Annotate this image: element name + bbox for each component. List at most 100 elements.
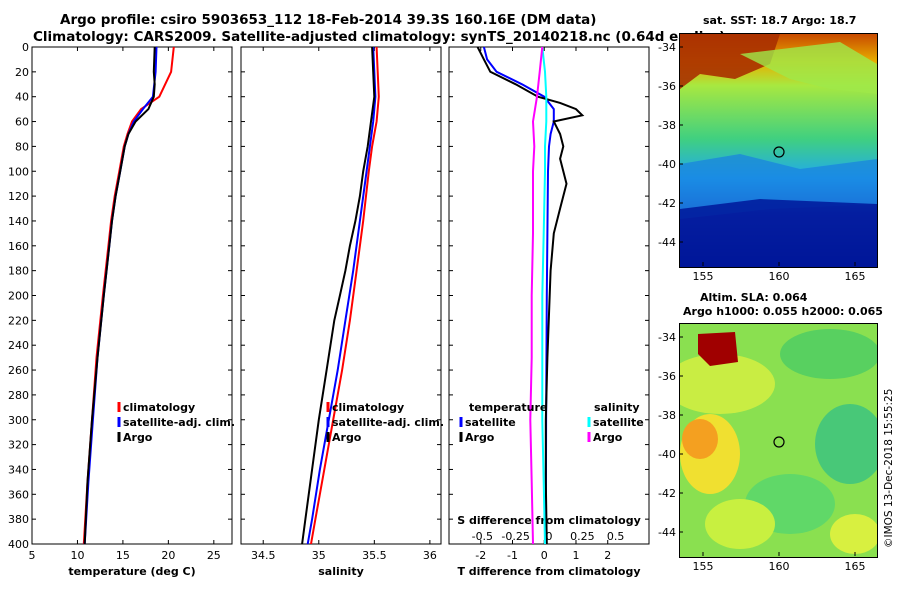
y-tick-label: 0	[22, 41, 29, 54]
sla-map-graphic	[680, 324, 877, 557]
map-x-tick-label: 165	[845, 270, 866, 283]
x-axis-label: salinity	[318, 565, 364, 578]
sla-map-title-1: Altim. SLA: 0.064	[700, 291, 808, 304]
x-tick-label-2: 0.5	[607, 530, 625, 543]
series-t-satellite	[482, 46, 555, 545]
legend-diff-sal-title: salinity	[594, 401, 640, 414]
map-y-tick-label: -40	[658, 158, 676, 171]
sst-map-graphic	[680, 34, 877, 267]
x-tick-label: 10	[70, 549, 84, 562]
x-tick-label: 1	[572, 549, 579, 562]
y-tick-label: 340	[8, 463, 29, 476]
map-y-tick-label: -38	[658, 409, 676, 422]
y-tick-label: 320	[8, 439, 29, 452]
x-tick-label-2: 0	[546, 530, 553, 543]
x-axis-label: T difference from climatology	[457, 565, 640, 578]
y-tick-label: 200	[8, 290, 29, 303]
x-tick-label: 5	[29, 549, 36, 562]
y-tick-label: 300	[8, 414, 29, 427]
y-tick-label: 100	[8, 165, 29, 178]
legend-salinity: climatology satellite-adj. clim. Argo	[326, 401, 444, 444]
sst-map-axes: 155 160 165 -34 -36 -38 -40 -42 -44	[658, 41, 866, 283]
y-tick-label: 40	[15, 91, 29, 104]
y-tick-label: 260	[8, 364, 29, 377]
title-line-1: Argo profile: csiro 5903653_112 18-Feb-2…	[60, 12, 597, 28]
series-climatology	[82, 46, 175, 545]
legend-difference: temperature salinity satellite Argo satellit…	[459, 401, 644, 444]
legend-diff-s-sat-label: satellite	[593, 416, 644, 429]
y-tick-label: 60	[15, 116, 29, 129]
series-climatology	[310, 46, 380, 545]
y-tick-label: 160	[8, 240, 29, 253]
y-tick-label: 400	[8, 538, 29, 551]
map-y-tick-label: -42	[658, 197, 676, 210]
series-satellite-adj-clim-	[306, 46, 377, 545]
map-y-tick-label: -34	[658, 41, 676, 54]
legend-temp-2-label: Argo	[123, 431, 153, 444]
sla-map	[679, 323, 878, 558]
legend-temperature: climatology satellite-adj. clim. Argo	[117, 401, 235, 444]
panel-difference: -2 -1 0 1 2 T difference from climatology S di…	[448, 46, 650, 578]
map-x-tick-label: 160	[769, 270, 790, 283]
map-x-tick-label: 155	[693, 560, 714, 573]
series-t-argo	[476, 46, 585, 545]
series-argo	[301, 46, 376, 545]
x-tick-label: -1	[507, 549, 518, 562]
map-x-tick-label: 155	[693, 270, 714, 283]
x-tick-label: 35.5	[362, 549, 387, 562]
map-x-tick-label: 165	[845, 560, 866, 573]
legend-sal-1-label: satellite-adj. clim.	[332, 416, 444, 429]
legend-temp-1-label: satellite-adj. clim.	[123, 416, 235, 429]
legend-sal-0-label: climatology	[332, 401, 404, 414]
profile-charts: 0204060801001201401601802002202402602803…	[8, 41, 650, 578]
series-argo	[83, 46, 156, 545]
x-tick-label-2: -0.5	[472, 530, 493, 543]
map-x-tick-label: 160	[769, 560, 790, 573]
series-s-satellite	[541, 46, 548, 545]
sst-map-title: sat. SST: 18.7 Argo: 18.7	[703, 14, 857, 27]
map-y-tick-label: -44	[658, 236, 676, 249]
legend-diff-t-sat-label: satellite	[465, 416, 516, 429]
series-satellite-adj-clim-	[83, 46, 158, 545]
y-tick-label: 240	[8, 339, 29, 352]
sst-map	[679, 33, 878, 268]
map-y-tick-label: -34	[658, 331, 676, 344]
y-tick-label: 80	[15, 140, 29, 153]
legend-diff-s-argo-label: Argo	[593, 431, 623, 444]
y-tick-label: 360	[8, 488, 29, 501]
legend-temp-0-label: climatology	[123, 401, 195, 414]
legend-sal-2-label: Argo	[332, 431, 362, 444]
x-tick-label: 20	[161, 549, 175, 562]
panel-temperature: 0 20 40 60 80 100 120 140 160 180 200 220 240 260 280 3…	[8, 41, 233, 578]
x-axis-label-2: S difference from climatology	[457, 514, 641, 527]
y-tick-label: 380	[8, 513, 29, 526]
map-y-tick-label: -36	[658, 80, 676, 93]
legend-diff-temp-title: temperature	[469, 401, 547, 414]
y-tick-label: 140	[8, 215, 29, 228]
y-tick-label: 220	[8, 314, 29, 327]
y-tick-label: 280	[8, 389, 29, 402]
map-y-tick-label: -42	[658, 487, 676, 500]
map-y-tick-label: -44	[658, 526, 676, 539]
x-tick-label: 15	[116, 549, 130, 562]
y-tick-label: 120	[8, 190, 29, 203]
panel-frame	[240, 46, 442, 545]
copyright-credit: ©IMOS 13-Dec-2018 15:55:25	[883, 388, 895, 548]
sla-map-axes: 155 160 165 -34 -36 -38 -40 -42 -44	[658, 331, 866, 573]
panel-salinity: 34.5 35 35.5 36 salinity	[240, 46, 442, 578]
x-tick-label: -2	[475, 549, 486, 562]
x-tick-label: 35	[312, 549, 326, 562]
map-y-tick-label: -36	[658, 370, 676, 383]
x-tick-label-2: 0.25	[570, 530, 595, 543]
x-tick-label: 25	[207, 549, 221, 562]
y-tick-label: 180	[8, 265, 29, 278]
sla-map-title-2: Argo h1000: 0.055 h2000: 0.065	[683, 305, 883, 318]
x-axis-label: temperature (deg C)	[68, 565, 195, 578]
x-tick-label: 36	[423, 549, 437, 562]
title-line-2: Climatology: CARS2009. Satellite-adjuste…	[33, 29, 726, 45]
series-s-argo	[529, 46, 544, 545]
map-y-tick-label: -38	[658, 119, 676, 132]
y-tick-label: 20	[15, 66, 29, 79]
legend-diff-t-argo-label: Argo	[465, 431, 495, 444]
map-y-tick-label: -40	[658, 448, 676, 461]
